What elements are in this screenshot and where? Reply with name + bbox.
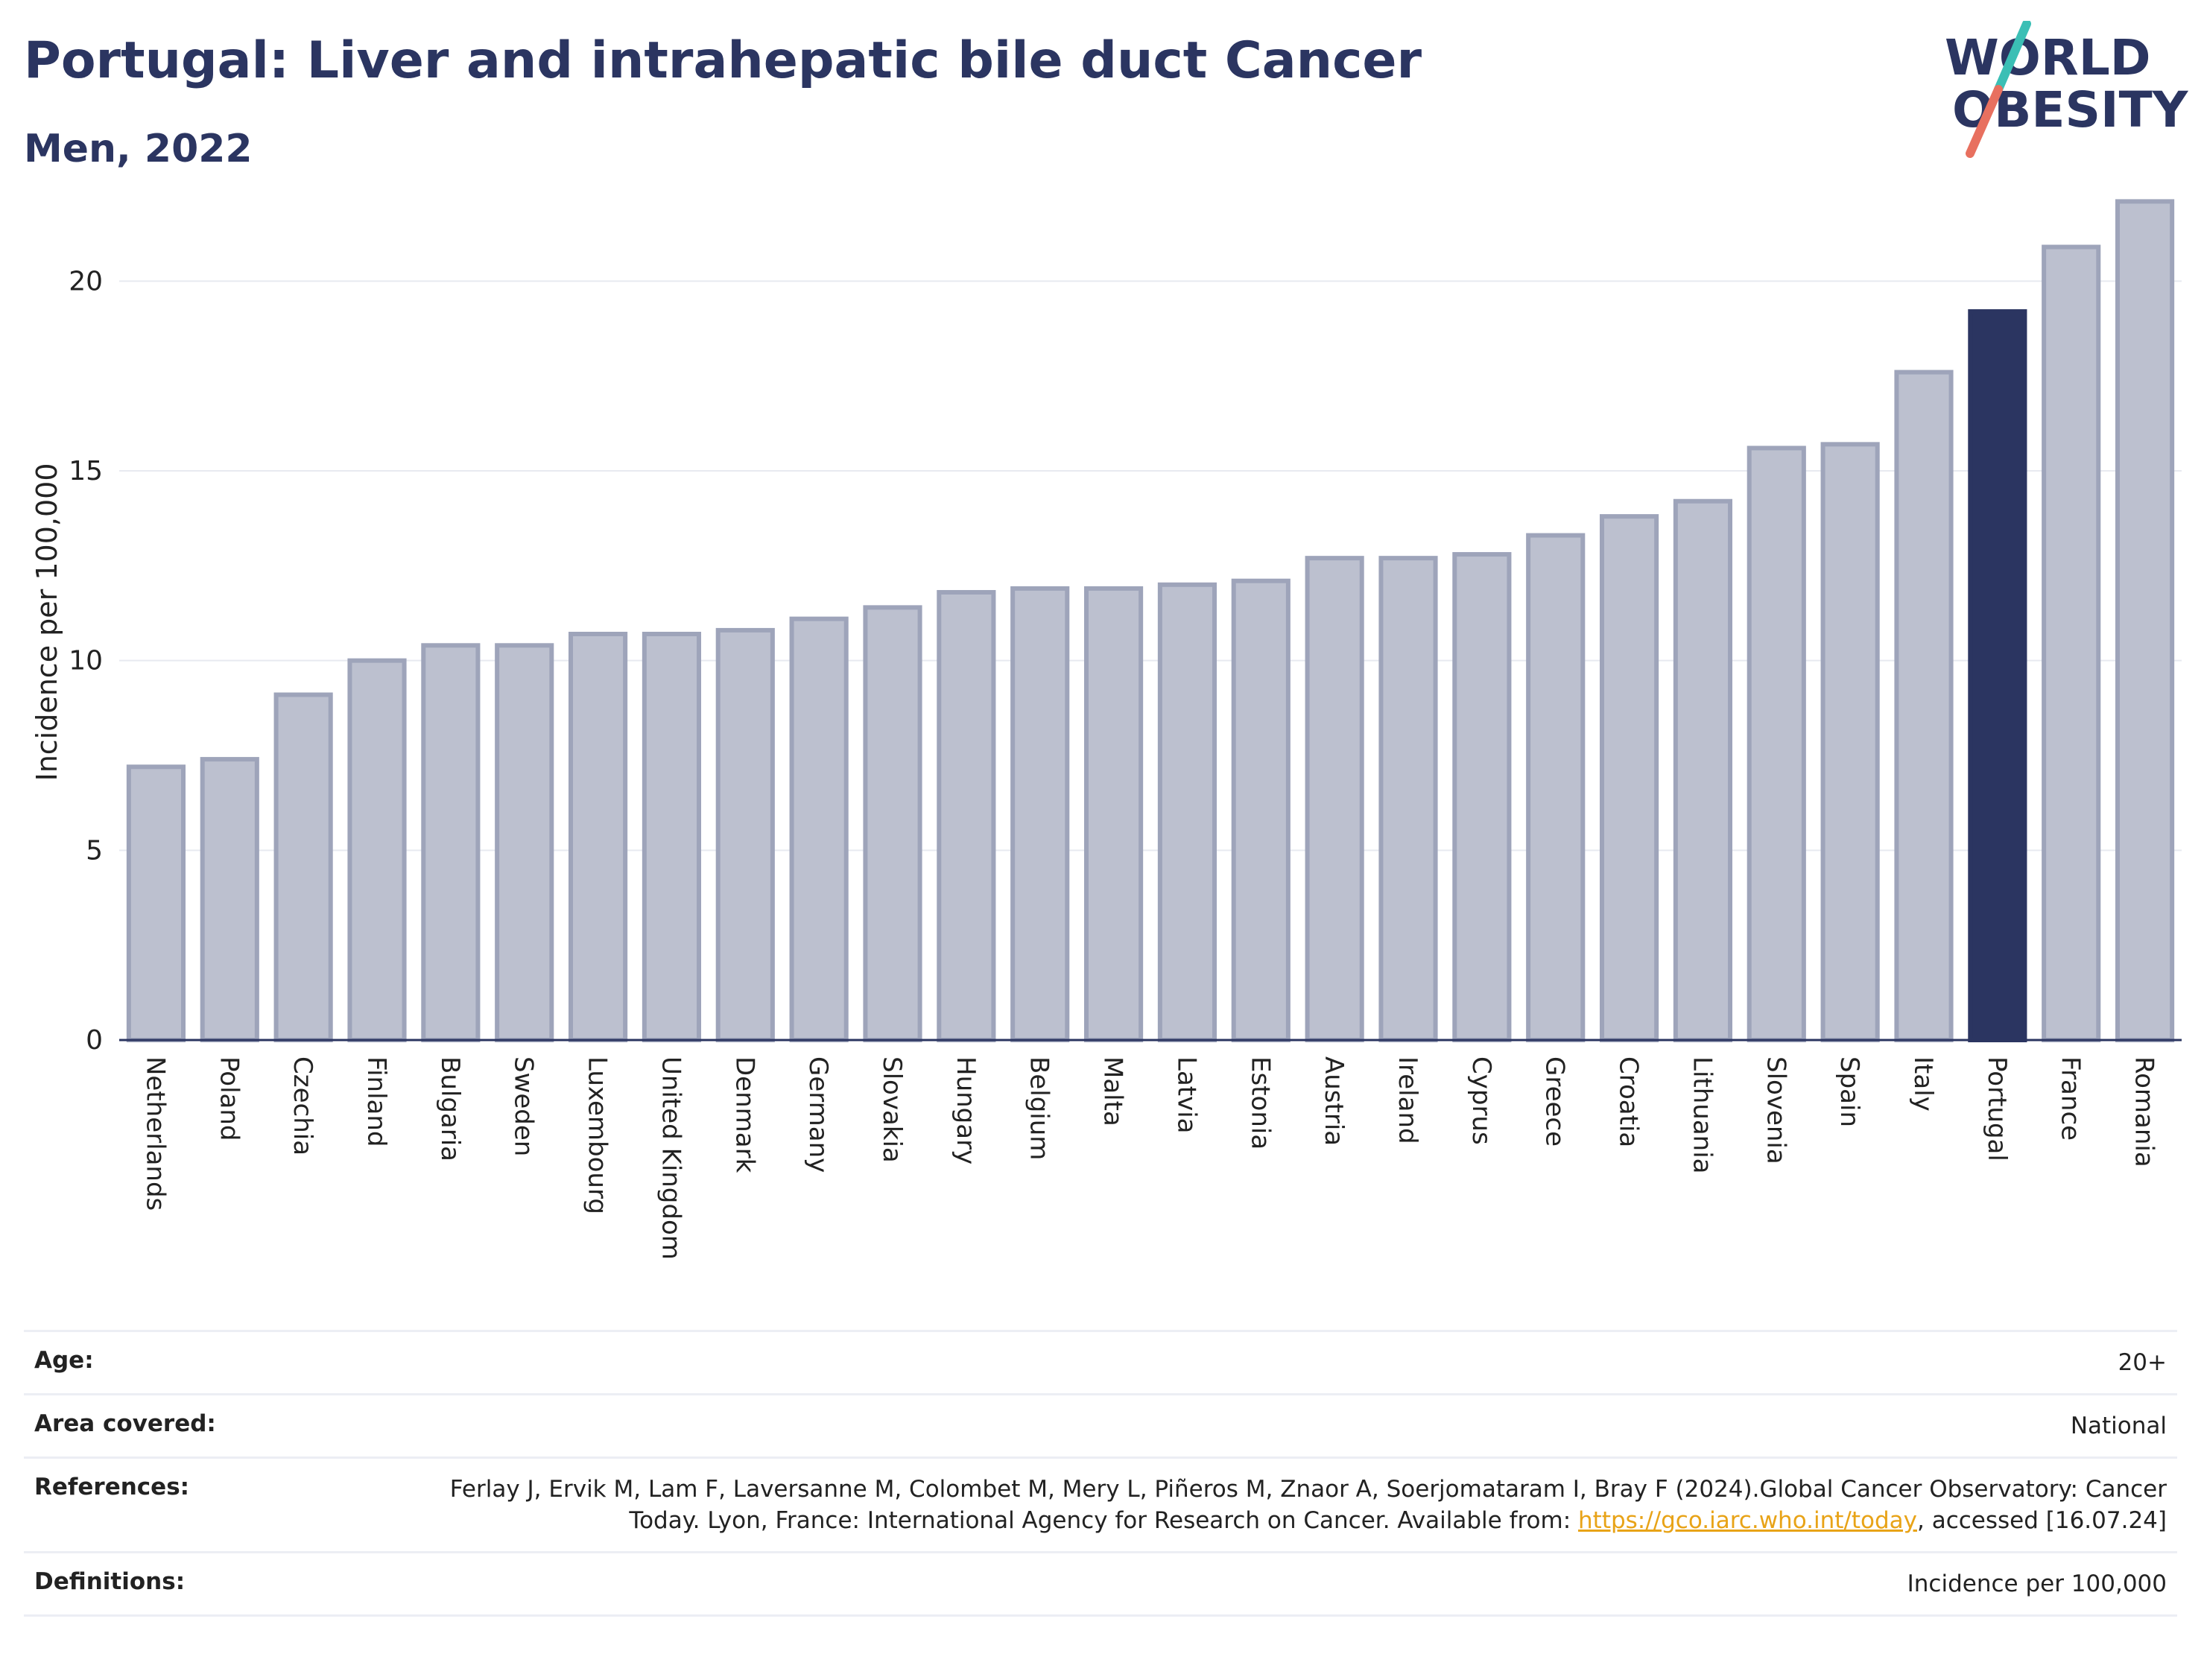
bar (1820, 442, 1880, 1042)
bar (421, 643, 481, 1042)
bar (1083, 586, 1144, 1042)
meta-age-value: 20+ (2118, 1349, 2167, 1376)
y-tick-label: 10 (69, 646, 103, 676)
bar-highlighted (1968, 309, 2027, 1042)
x-tick-label: Lithuania (1687, 1056, 1717, 1173)
bar (1673, 498, 1733, 1042)
bar (937, 589, 996, 1042)
meta-area-value: National (2070, 1413, 2167, 1439)
x-tick-label: Luxembourg (583, 1056, 612, 1214)
bar (1305, 556, 1364, 1042)
bar (568, 632, 628, 1042)
logo-slash-bottom (1966, 85, 2003, 158)
meta-definitions-label: Definitions: (34, 1568, 186, 1595)
x-tick-label: Cyprus (1466, 1056, 1496, 1145)
x-tick-label: Italy (1908, 1056, 1938, 1112)
reference-accessed: , accessed [16.07.24] (1916, 1507, 2167, 1534)
bar (2042, 244, 2101, 1043)
reference-text: Ferlay J, Ervik M, Lam F, Laversanne M, … (449, 1476, 2167, 1534)
y-axis-title: Incidence per 100,000 (31, 463, 63, 781)
bar (126, 764, 186, 1043)
x-tick-label: Austria (1319, 1056, 1349, 1146)
meta-row-references: References: Ferlay J, Ervik M, Lam F, La… (24, 1456, 2177, 1551)
bar (789, 616, 849, 1042)
bar (1452, 552, 1512, 1042)
bar (347, 658, 407, 1043)
x-tick-label: Slovakia (877, 1056, 907, 1163)
meta-row-definitions: Definitions: Incidence per 100,000 (24, 1551, 2177, 1617)
chart-title: Portugal: Liver and intrahepatic bile du… (24, 31, 1422, 90)
meta-area-label: Area covered: (34, 1410, 216, 1437)
x-tick-label: Finland (361, 1056, 391, 1147)
world-obesity-logo: WORLD OBESITY (1945, 21, 2189, 158)
bar (715, 627, 775, 1042)
reference-link[interactable]: https://gco.iarc.who.int/today (1578, 1507, 1917, 1534)
meta-age-label: Age: (34, 1347, 94, 1374)
bar-chart: 0 5 10 15 20 Netherlands Poland Czechia Finland… (31, 199, 2182, 1260)
meta-definitions-value: Incidence per 100,000 (1907, 1570, 2167, 1597)
bar (1599, 514, 1659, 1042)
bars (126, 199, 2175, 1043)
x-tick-label: Croatia (1614, 1056, 1644, 1147)
x-tick-label: Bulgaria (435, 1056, 465, 1161)
logo-text-world: WORLD (1945, 29, 2151, 86)
bar (1526, 533, 1586, 1042)
meta-row-age: Age: 20+ (24, 1330, 2177, 1393)
x-tick-label: Belgium (1025, 1056, 1054, 1160)
y-tick-label: 20 (69, 266, 103, 297)
x-tick-label: Romania (2129, 1056, 2159, 1167)
meta-references-label: References: (34, 1474, 190, 1500)
x-tick-label: Estonia (1245, 1056, 1275, 1150)
y-tick-label: 0 (86, 1025, 103, 1056)
x-tick-label: Sweden (509, 1056, 539, 1156)
y-tick-label: 5 (86, 835, 103, 866)
y-tick-label: 15 (69, 456, 103, 486)
bar (1378, 556, 1438, 1042)
bar (1010, 586, 1070, 1042)
x-tick-label: Greece (1540, 1056, 1570, 1147)
bar (495, 643, 554, 1042)
x-tick-label: Portugal (1982, 1056, 2012, 1161)
x-tick-label: Slovenia (1761, 1056, 1790, 1164)
bar (1894, 370, 1954, 1043)
x-tick-label: Czechia (288, 1056, 317, 1156)
bar (273, 692, 333, 1042)
x-tick-label: Malta (1098, 1056, 1128, 1126)
bar (642, 632, 702, 1042)
meta-references-value: Ferlay J, Ervik M, Lam F, Laversanne M, … (379, 1474, 2167, 1536)
x-tick-label: United Kingdom (656, 1056, 685, 1260)
axes: 0 5 10 15 20 (69, 266, 2182, 1056)
x-tick-label: Netherlands (140, 1056, 170, 1211)
x-tick-label: Germany (803, 1056, 833, 1173)
x-tick-label: Ireland (1393, 1056, 1422, 1144)
bar (2115, 199, 2175, 1043)
bar (200, 757, 259, 1042)
x-tick-label: Hungary (951, 1056, 981, 1164)
bar (1747, 446, 1806, 1042)
logo-slash-top (1994, 21, 2031, 94)
category-labels: Netherlands Poland Czechia Finland Bulgaria S… (140, 1056, 2159, 1260)
x-tick-label: Latvia (1171, 1056, 1201, 1134)
x-tick-label: Denmark (729, 1056, 759, 1173)
x-tick-label: France (2056, 1056, 2086, 1141)
meta-row-area: Area covered: National (24, 1393, 2177, 1456)
x-tick-label: Poland (214, 1056, 244, 1141)
x-tick-label: Spain (1834, 1056, 1864, 1127)
chart-subtitle: Men, 2022 (24, 127, 253, 171)
metadata-table: Age: 20+ Area covered: National Referenc… (24, 1330, 2177, 1617)
bar (1231, 578, 1291, 1042)
bar (863, 605, 922, 1042)
bar (1157, 582, 1217, 1042)
